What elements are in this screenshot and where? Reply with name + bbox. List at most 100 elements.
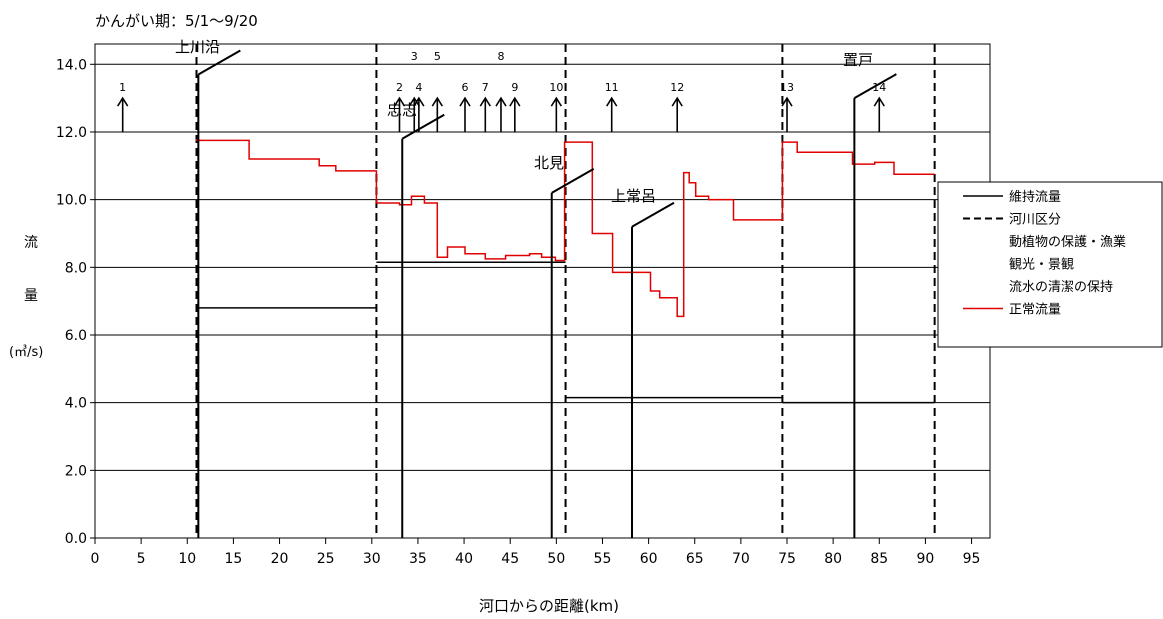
x-tick-label-0: 0 <box>91 551 100 567</box>
legend-label: 流水の清潔の保持 <box>1009 280 1113 295</box>
point-marker-13: 13 <box>780 81 794 132</box>
maintenance-flow-series <box>196 261 935 404</box>
station-label: 上常呂 <box>611 187 656 205</box>
plot-frame <box>94 43 991 539</box>
point-arrow-head <box>606 96 618 107</box>
legend-item-4: 流水の清潔の保持 <box>1009 280 1113 295</box>
point-marker-3: 3 <box>408 50 420 132</box>
x-tick-label-13: 65 <box>686 551 704 567</box>
station-flag <box>197 49 241 76</box>
point-arrow-head <box>550 96 563 107</box>
point-label: 5 <box>434 50 441 63</box>
point-arrow-head <box>413 96 425 107</box>
x-tick-label-12: 60 <box>640 551 658 567</box>
y-tick-label-4: 8.0 <box>65 260 87 276</box>
y-axis-label: 流 量 (㎥/s) <box>9 235 43 360</box>
station-label: 上川沿 <box>175 38 220 56</box>
x-tick-label-7: 35 <box>409 551 427 567</box>
point-arrow-head <box>117 96 129 107</box>
section-boundaries <box>195 44 936 538</box>
point-marker-8: 8 <box>495 50 507 132</box>
x-tick-label-15: 75 <box>778 551 796 567</box>
point-marker-14: 14 <box>872 81 886 132</box>
x-tick-label-10: 50 <box>547 551 565 567</box>
y-tick-label-0: 0.0 <box>65 531 87 547</box>
point-arrow-head <box>393 96 406 107</box>
legend-box <box>937 181 1163 348</box>
station-label: 北見 <box>534 154 564 172</box>
point-label: 1 <box>119 81 126 94</box>
point-arrow-head <box>873 96 885 107</box>
legend-label: 河川区分 <box>1009 213 1061 228</box>
y-tick-label-3: 6.0 <box>65 328 87 344</box>
y-tick-label-7: 14.0 <box>56 57 87 73</box>
x-tick-label-1: 5 <box>137 551 146 567</box>
point-label: 11 <box>605 81 619 94</box>
point-marker-11: 11 <box>605 81 619 132</box>
station-flag <box>853 73 897 100</box>
x-tick-label-14: 70 <box>732 551 750 567</box>
station-2: 北見 <box>534 154 595 538</box>
y-tick-label-5: 10.0 <box>56 193 87 209</box>
chart-title: かんがい期：5/1～9/20 <box>95 12 258 30</box>
legend-item-3: 観光・景観 <box>1009 258 1074 273</box>
y-axis-label-char-2: 量 <box>24 288 38 304</box>
point-arrow-head <box>495 96 507 107</box>
legend-label: 動植物の保護・漁業 <box>1009 234 1126 250</box>
point-arrow-head <box>479 96 491 107</box>
point-marker-4: 4 <box>413 81 425 132</box>
point-arrow-head <box>459 96 471 107</box>
station-flag <box>551 168 595 194</box>
station-label: 忠志 <box>387 101 417 119</box>
point-marker-7: 7 <box>479 81 491 132</box>
legend-item-0: 維持流量 <box>963 190 1061 205</box>
point-marker-9: 9 <box>509 81 521 132</box>
legend-item-5: 正常流量 <box>963 303 1061 318</box>
point-label: 2 <box>396 81 403 94</box>
station-1: 忠志 <box>387 101 445 538</box>
y-tick-label-2: 4.0 <box>65 396 87 412</box>
normal-flow-line <box>195 138 935 318</box>
x-tick-label-17: 85 <box>870 551 888 567</box>
station-flag <box>401 113 445 140</box>
point-label: 14 <box>872 81 886 94</box>
station-label: 置戸 <box>843 51 873 69</box>
point-marker-2: 2 <box>393 81 406 132</box>
point-arrow-head <box>671 96 683 107</box>
y-axis-label-unit: (㎥/s) <box>9 345 43 360</box>
x-tick-label-9: 45 <box>501 551 519 567</box>
x-tick-label-19: 95 <box>963 551 981 567</box>
legend-item-2: 動植物の保護・漁業 <box>1009 234 1126 250</box>
point-label: 6 <box>461 81 468 94</box>
point-label: 9 <box>511 81 518 94</box>
point-label: 12 <box>670 81 684 94</box>
point-arrow-head <box>431 96 443 107</box>
point-label: 4 <box>415 81 422 94</box>
y-tick-label-6: 12.0 <box>56 125 87 141</box>
point-label: 8 <box>497 50 504 63</box>
point-marker-5: 5 <box>431 50 443 132</box>
x-tick-label-6: 30 <box>363 551 381 567</box>
x-tick-label-16: 80 <box>824 551 842 567</box>
point-arrow-head <box>408 96 420 107</box>
point-label: 10 <box>549 81 563 94</box>
point-arrow-head <box>509 96 521 107</box>
x-tick-label-2: 10 <box>178 551 196 567</box>
x-tick-label-18: 90 <box>916 551 934 567</box>
station-4: 置戸 <box>843 51 897 538</box>
point-marker-10: 10 <box>549 81 563 132</box>
x-tick-label-8: 40 <box>455 551 473 567</box>
point-marker-1: 1 <box>117 81 129 132</box>
point-arrow-head <box>781 96 793 107</box>
normal-flow-series <box>195 138 935 318</box>
station-flag <box>631 201 675 228</box>
legend-label: 正常流量 <box>1009 303 1061 318</box>
legend-label: 維持流量 <box>1009 190 1061 205</box>
point-label: 3 <box>411 50 418 63</box>
x-tick-label-11: 55 <box>594 551 612 567</box>
station-3: 上常呂 <box>611 187 675 538</box>
